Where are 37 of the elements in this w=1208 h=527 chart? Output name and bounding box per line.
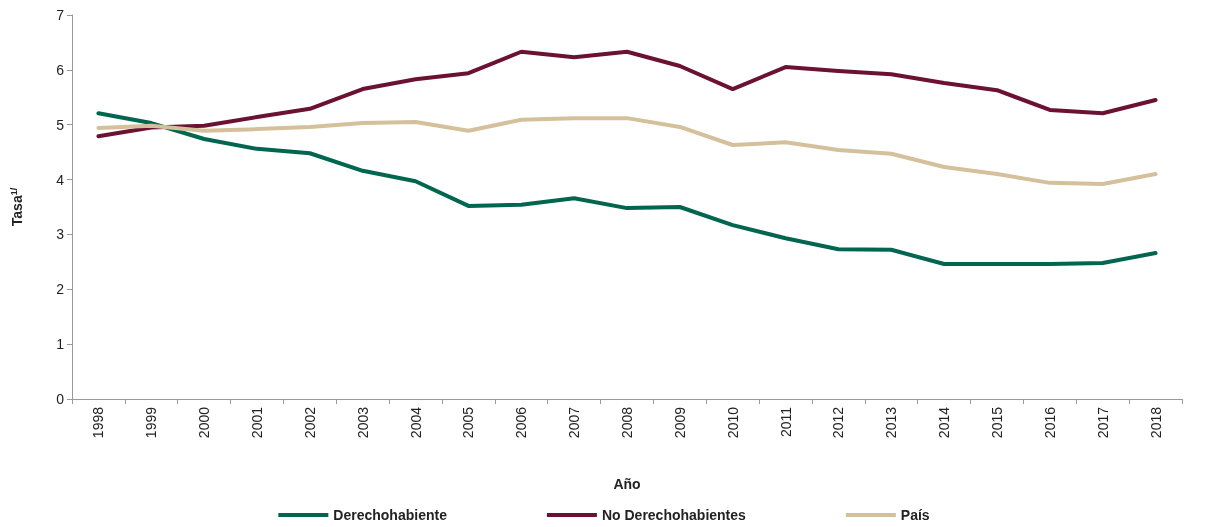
y-tick-label: 3 xyxy=(56,226,65,243)
line-series xyxy=(96,49,1158,139)
line-series xyxy=(96,111,1158,267)
x-tick-label: 2016 xyxy=(1041,406,1058,439)
x-tick-label: 2010 xyxy=(724,406,741,439)
x-tick-label: 2009 xyxy=(671,406,688,439)
y-tick-label: 1 xyxy=(56,336,65,353)
x-tick-label: 2017 xyxy=(1094,406,1111,439)
y-axis-title: Tasa1/ xyxy=(8,187,25,227)
x-tick-label: 1999 xyxy=(143,406,160,439)
legend-label: No Derechohabientes xyxy=(601,507,747,523)
x-tick-label: 2002 xyxy=(301,406,318,439)
x-axis-title: Año xyxy=(613,476,641,492)
x-tick-label: 2012 xyxy=(830,406,847,439)
legend-label: Derechohabiente xyxy=(333,507,448,523)
x-tick-label: 2011 xyxy=(777,406,794,438)
x-tick-label: 2018 xyxy=(1147,406,1164,439)
x-tick-label: 2007 xyxy=(566,406,583,439)
y-tick-label: 5 xyxy=(56,116,65,133)
y-tick-label: 0 xyxy=(56,391,65,407)
y-tick-label: 7 xyxy=(56,7,65,23)
x-tick-label: 2003 xyxy=(354,406,371,439)
x-tick-label: 2001 xyxy=(249,406,265,439)
x-tick-label: 2015 xyxy=(989,406,1005,439)
x-tick-label: 2000 xyxy=(196,406,213,439)
legend-label: País xyxy=(900,507,930,523)
x-tick-label: 1998 xyxy=(90,406,107,439)
y-tick-label: 4 xyxy=(56,171,65,188)
x-tick-label: 2013 xyxy=(883,406,900,439)
y-tick-label: 2 xyxy=(56,281,65,298)
x-tick-label: 2008 xyxy=(619,406,635,439)
x-tick-label: 2005 xyxy=(460,406,477,439)
y-tick-label: 6 xyxy=(56,61,65,78)
x-tick-label: 2014 xyxy=(936,406,953,439)
x-tick-label: 2006 xyxy=(513,406,530,439)
x-tick-label: 2004 xyxy=(407,406,424,439)
line-series xyxy=(96,116,1158,186)
